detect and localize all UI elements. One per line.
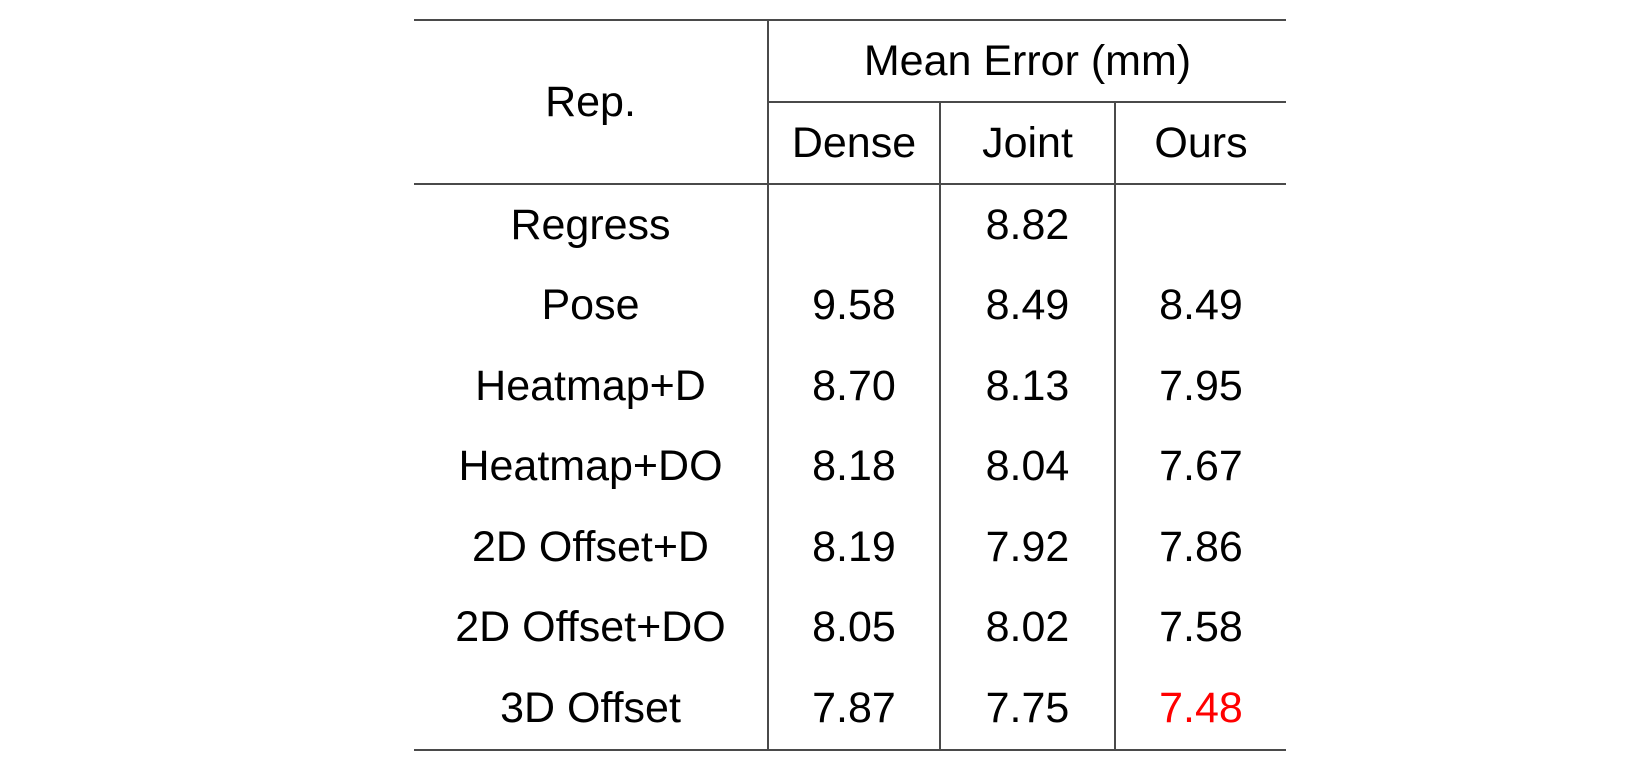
header-row-columns: Dense Joint Ours bbox=[414, 101, 1286, 184]
joint-cell: 8.82 bbox=[939, 183, 1115, 266]
dense-cell: 8.05 bbox=[767, 587, 940, 668]
mean-error-header: Mean Error (mm) bbox=[767, 19, 1286, 102]
ours-cell bbox=[1114, 183, 1286, 266]
table-row: 2D Offset+D 8.19 7.92 7.86 bbox=[414, 507, 1286, 588]
table-row: Heatmap+DO 8.18 8.04 7.67 bbox=[414, 426, 1286, 507]
results-table-container: Rep. Mean Error (mm) Dense Joint Ours Re… bbox=[414, 19, 1286, 751]
table-row: Heatmap+D 8.70 8.13 7.95 bbox=[414, 346, 1286, 427]
table-row: Pose 9.58 8.49 8.49 bbox=[414, 265, 1286, 346]
dense-cell: 8.70 bbox=[767, 346, 940, 427]
table-row: 3D Offset 7.87 7.75 7.48 bbox=[414, 668, 1286, 751]
mean-error-table: Rep. Mean Error (mm) Dense Joint Ours Re… bbox=[414, 19, 1286, 751]
ours-cell: 7.86 bbox=[1114, 507, 1286, 588]
rep-cell: Heatmap+DO bbox=[458, 442, 723, 491]
joint-cell: 7.75 bbox=[939, 668, 1115, 751]
rep-cell: 3D Offset bbox=[414, 668, 768, 751]
joint-cell: 8.04 bbox=[939, 426, 1115, 507]
header-row-group: Rep. Mean Error (mm) bbox=[414, 19, 1286, 184]
dense-cell: 8.18 bbox=[767, 426, 940, 507]
joint-cell: 8.13 bbox=[939, 346, 1115, 427]
rep-cell: Pose bbox=[541, 281, 640, 330]
dense-cell: 7.87 bbox=[767, 668, 940, 751]
dense-cell: 9.58 bbox=[767, 265, 940, 346]
joint-cell: 8.49 bbox=[939, 265, 1115, 346]
dense-cell: 8.19 bbox=[767, 507, 940, 588]
ours-cell: 8.49 bbox=[1114, 265, 1286, 346]
rep-cell: Regress bbox=[414, 183, 768, 266]
ours-cell: 7.67 bbox=[1114, 426, 1286, 507]
table-row: 2D Offset+DO 8.05 8.02 7.58 bbox=[414, 587, 1286, 668]
column-header-ours: Ours bbox=[1114, 101, 1286, 184]
table-row: Regress 8.82 bbox=[414, 183, 1286, 266]
ours-cell-best: 7.48 bbox=[1114, 668, 1286, 751]
ours-cell: 7.95 bbox=[1114, 346, 1286, 427]
joint-cell: 7.92 bbox=[939, 507, 1115, 588]
rep-header: Rep. bbox=[414, 19, 768, 184]
rep-cell: 2D Offset+DO bbox=[455, 603, 726, 652]
column-header-joint: Joint bbox=[939, 101, 1115, 184]
dense-cell bbox=[767, 183, 940, 266]
joint-cell: 8.02 bbox=[939, 587, 1115, 668]
column-header-dense: Dense bbox=[767, 101, 940, 184]
ours-cell: 7.58 bbox=[1114, 587, 1286, 668]
rep-cell: 2D Offset+D bbox=[471, 522, 709, 571]
rep-cell: Heatmap+D bbox=[475, 361, 706, 410]
